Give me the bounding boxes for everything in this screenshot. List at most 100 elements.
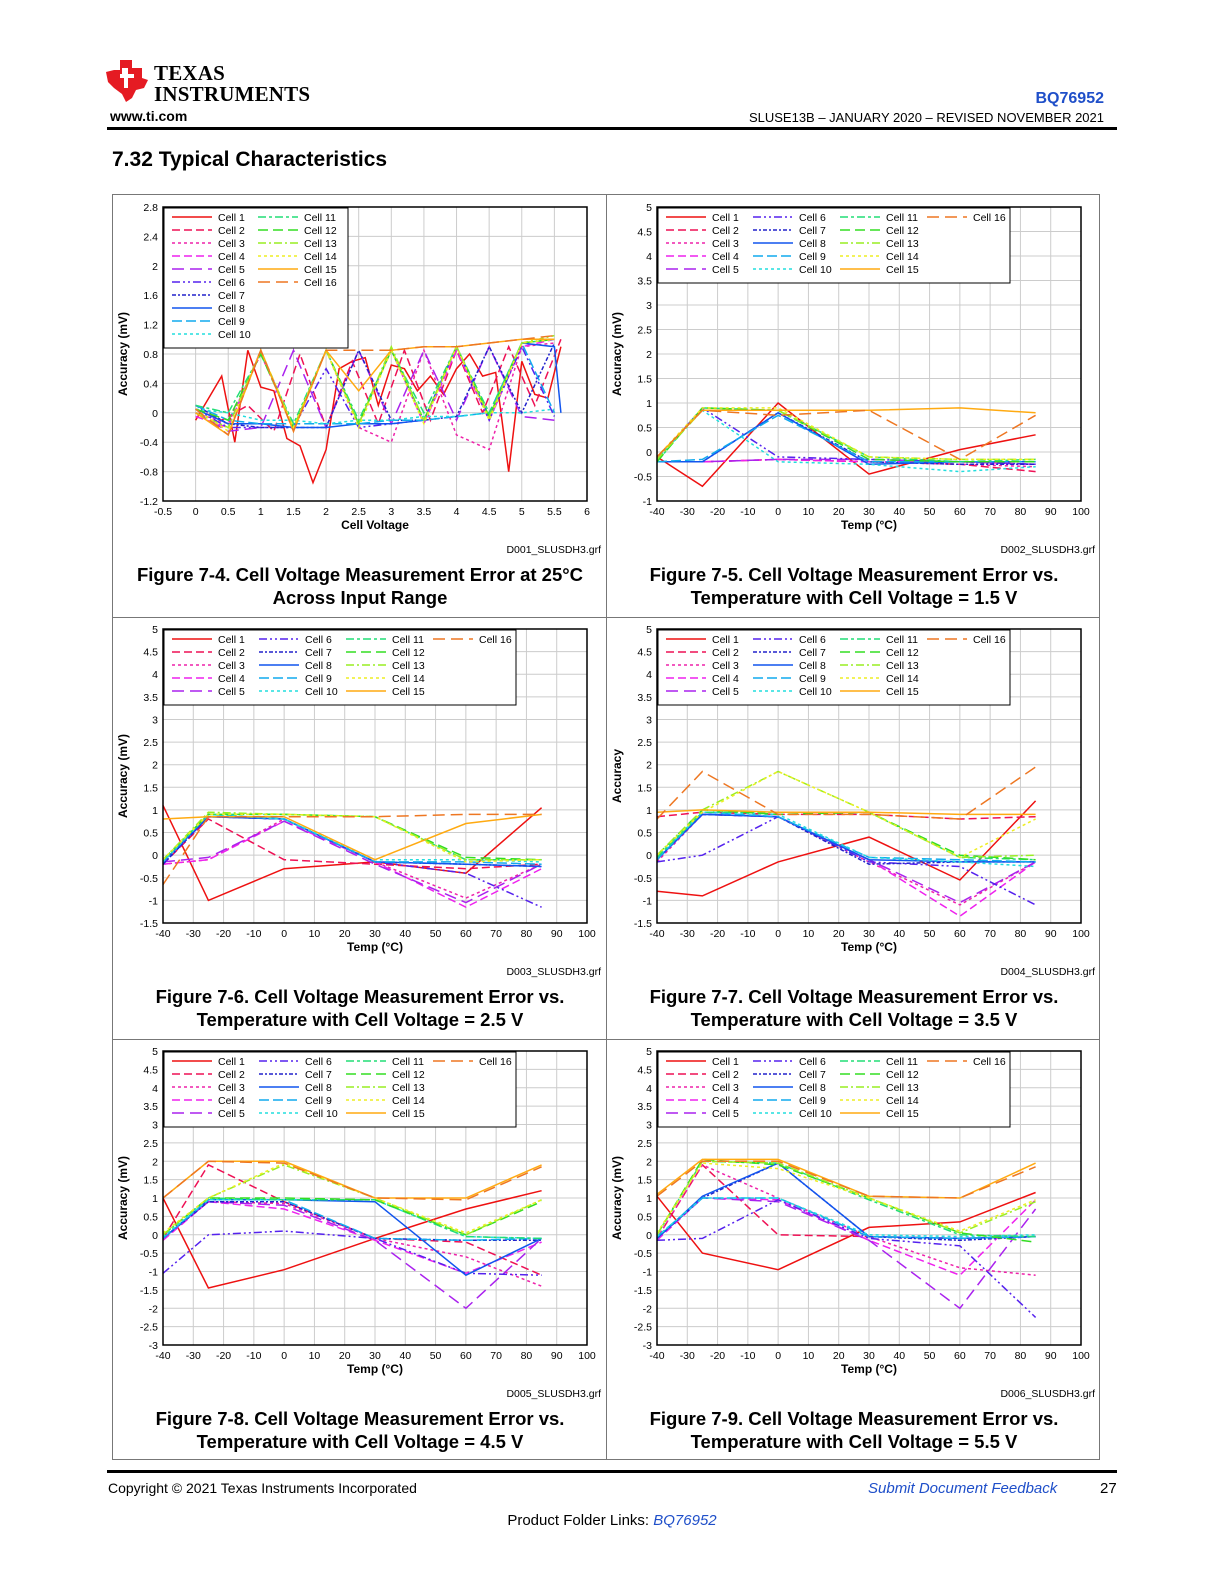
section-title: 7.32 Typical Characteristics [112,148,388,171]
series-line [162,813,542,861]
legend-label: Cell 6 [799,212,826,224]
legend-label: Cell 6 [799,634,826,646]
site-url[interactable]: www.ti.com [110,108,188,124]
y-tick-label: 2 [152,760,158,772]
y-tick-label: 5 [646,624,652,636]
legend-label: Cell 6 [305,1056,332,1068]
x-tick-label: 100 [578,1350,596,1362]
folder-prefix: Product Folder Links: [507,1512,654,1529]
caption-line: Figure 7-6. Cell Voltage Measurement Err… [155,986,565,1007]
series-line [195,334,555,437]
x-tick-label: 60 [954,506,966,518]
x-tick-label: -30 [680,928,695,940]
y-tick-label: 0.5 [637,1211,652,1223]
y-tick-label: -2 [149,1303,158,1315]
x-tick-label: 30 [369,1350,381,1362]
legend-label: Cell 8 [305,1082,332,1094]
logo-line1: TEXAS [154,61,226,85]
series-line [656,407,1036,461]
legend-label: Cell 8 [799,1082,826,1094]
legend-label: Cell 15 [392,686,425,698]
legend-label: Cell 15 [886,1108,919,1120]
legend-label: Cell 10 [799,264,832,276]
series-line [656,1198,1037,1318]
x-tick-label: 30 [863,1350,875,1362]
series-line [656,811,1036,868]
part-number-link[interactable]: BQ76952 [1035,90,1105,107]
y-tick-label: -1.5 [140,918,158,930]
product-folder-link[interactable]: BQ76952 [653,1512,717,1529]
x-tick-label: 50 [430,1350,442,1362]
legend-label: Cell 1 [218,634,245,646]
x-tick-label: -10 [246,1350,261,1362]
x-tick-label: -20 [710,1350,725,1362]
source-tag: D005_SLUSDH3.grf [506,1388,601,1400]
x-tick-label: -30 [186,928,201,940]
y-tick-label: 2.4 [143,231,158,243]
legend-label: Cell 15 [886,686,919,698]
x-tick-label: 60 [954,1350,966,1362]
legend-label: Cell 8 [799,660,826,672]
legend-label: Cell 10 [799,1108,832,1120]
series-line [162,813,542,886]
y-tick-label: 4 [152,669,158,681]
series-line [162,820,542,904]
y-tick-label: 3 [646,1120,652,1132]
legend-label: Cell 8 [799,238,826,250]
page-number: 27 [1100,1480,1117,1497]
ti-logo-icon [106,60,148,102]
legend-label: Cell 16 [973,1056,1006,1068]
source-tag: D004_SLUSDH3.grf [1000,966,1095,978]
y-tick-label: -2 [643,1303,652,1315]
legend-label: Cell 11 [392,634,424,646]
x-tick-label: 10 [309,1350,321,1362]
legend-label: Cell 13 [392,1082,425,1094]
plot-frame [656,1050,1082,1346]
legend-label: Cell 14 [392,673,425,685]
legend-label: Cell 10 [799,686,832,698]
y-tick-label: 0 [152,1230,158,1242]
y-axis-label: Accuracy (mV) [116,312,130,396]
x-tick-label: 80 [1015,928,1027,940]
legend-label: Cell 1 [218,212,245,224]
y-tick-label: 1.5 [143,782,158,794]
series-line [195,341,556,425]
y-axis-label: Accuracy (mV) [116,1156,130,1240]
x-tick-label: 0 [281,928,287,940]
y-tick-label: 0 [646,850,652,862]
logo-line2: INSTRUMENTS [154,82,311,106]
legend-label: Cell 9 [218,316,245,328]
legend-label: Cell 9 [799,1095,826,1107]
legend-label: Cell 12 [886,225,919,237]
y-tick-label: 2 [152,261,158,273]
legend-label: Cell 2 [712,647,739,659]
y-tick-label: -2.5 [140,1322,158,1334]
x-axis-label: Temp (°C) [841,940,897,954]
x-tick-label: 40 [399,1350,411,1362]
x-tick-label: 90 [1045,1350,1057,1362]
y-tick-label: 2 [646,1156,652,1168]
line-chart: -0.5 0 0.5 1 1.5 2 2.5 3 3.5 4 4.5 5 5.5 6 -1.2 -0.8 -0.… [116,202,601,556]
x-tick-label: 100 [1072,1350,1090,1362]
figure-panel: -40 -30 -20 -10 0 10 20 30 40 50 60 70 80 90 100 -3 -2.5… [113,1039,607,1461]
y-tick-label: 0 [152,408,158,420]
y-tick-label: 2.5 [637,1138,652,1150]
series-line [656,1162,1036,1240]
y-tick-label: 4.5 [143,1064,158,1076]
legend-box [163,207,349,349]
series-line [162,815,542,868]
y-tick-label: 1.5 [143,1175,158,1187]
series-line [195,338,555,433]
plot-frame [656,206,1082,502]
y-tick-label: 4.5 [637,227,652,239]
y-tick-label: 5 [646,202,652,214]
caption-line: Temperature with Cell Voltage = 5.5 V [690,1431,1018,1452]
y-tick-label: 2 [646,349,652,361]
submit-feedback-link[interactable]: Submit Document Feedback [868,1480,1058,1497]
legend-label: Cell 14 [886,251,919,263]
y-tick-label: 3.5 [143,1101,158,1113]
x-tick-label: 20 [339,928,351,940]
x-tick-label: 90 [1045,928,1057,940]
y-tick-label: 3 [646,300,652,312]
